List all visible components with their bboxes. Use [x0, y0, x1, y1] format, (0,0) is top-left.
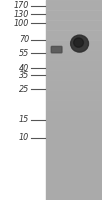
Text: 70: 70 — [19, 36, 29, 45]
Bar — [46, 120, 102, 130]
Bar — [46, 80, 102, 90]
Bar — [46, 110, 102, 120]
Bar — [46, 0, 102, 200]
Text: 10: 10 — [19, 134, 29, 142]
Bar — [46, 90, 102, 100]
Bar — [46, 190, 102, 200]
Bar — [46, 70, 102, 80]
FancyBboxPatch shape — [51, 46, 62, 53]
Text: 25: 25 — [19, 85, 29, 94]
Bar — [46, 160, 102, 170]
Bar — [46, 170, 102, 180]
Text: 15: 15 — [19, 116, 29, 124]
Bar — [46, 140, 102, 150]
Bar — [46, 20, 102, 30]
Text: 35: 35 — [19, 71, 29, 79]
Bar — [46, 40, 102, 50]
Bar — [46, 60, 102, 70]
Bar — [46, 130, 102, 140]
Bar — [46, 50, 102, 60]
Bar — [46, 0, 102, 10]
Text: 130: 130 — [14, 10, 29, 19]
Bar — [46, 100, 102, 110]
Ellipse shape — [71, 35, 88, 52]
Bar — [46, 30, 102, 40]
Text: 55: 55 — [19, 48, 29, 58]
Text: 100: 100 — [14, 19, 29, 27]
Bar — [46, 10, 102, 20]
Text: 170: 170 — [14, 1, 29, 10]
Ellipse shape — [74, 38, 83, 47]
Text: 40: 40 — [19, 64, 29, 73]
Bar — [46, 150, 102, 160]
Bar — [46, 180, 102, 190]
